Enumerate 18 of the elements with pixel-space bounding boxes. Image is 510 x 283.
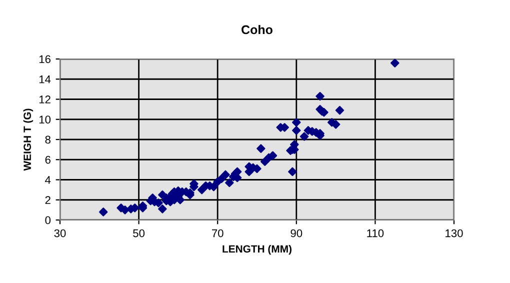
- y-tick-label: 12: [39, 96, 50, 104]
- x-tick-label: 130: [446, 229, 463, 238]
- chart-title: Coho: [242, 24, 272, 34]
- x-tick-label: 110: [367, 229, 384, 238]
- y-tick-label: 0: [45, 216, 51, 224]
- y-tick-label: 10: [39, 116, 51, 124]
- y-tick-label: 8: [45, 136, 50, 144]
- x-tick-label: 90: [290, 229, 302, 238]
- y-tick-label: 14: [39, 76, 51, 84]
- x-tick-label: 70: [212, 229, 224, 238]
- x-tick-label: 30: [54, 229, 66, 238]
- y-tick-label: 4: [45, 176, 51, 184]
- y-axis-title: WEIGH T (G): [23, 108, 34, 171]
- y-tick-label: 16: [39, 55, 50, 64]
- x-tick-label: 50: [133, 229, 145, 238]
- y-tick-label: 2: [45, 196, 50, 204]
- x-axis-title: LENGTH (MM): [222, 244, 292, 255]
- y-tick-label: 6: [45, 156, 50, 164]
